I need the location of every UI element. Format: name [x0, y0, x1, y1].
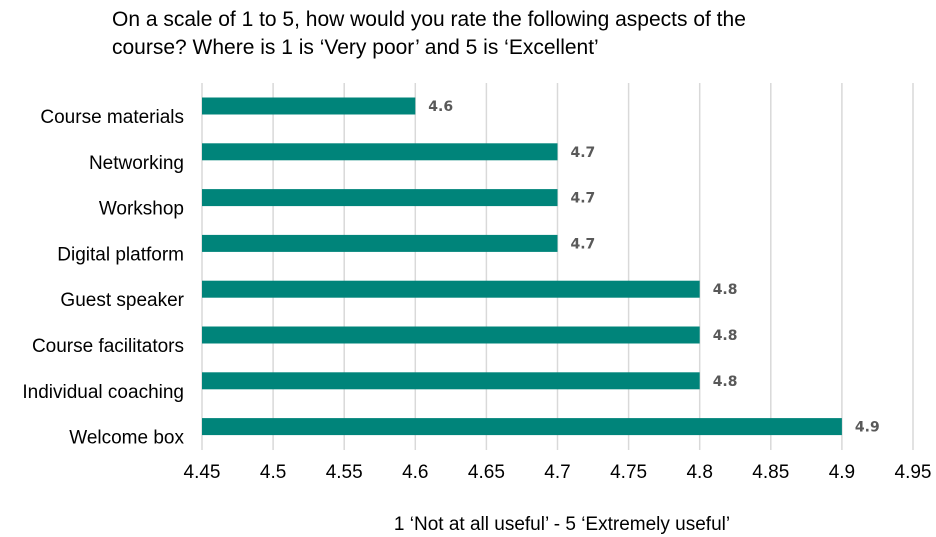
- data-label: 4.7: [571, 236, 596, 252]
- data-label: 4.8: [713, 328, 738, 344]
- data-label: 4.7: [571, 145, 596, 161]
- category-label: Guest speaker: [60, 290, 184, 311]
- category-label: Networking: [89, 153, 184, 174]
- x-tick-label: 4.5: [260, 462, 286, 483]
- x-tick-label: 4.8: [686, 462, 712, 483]
- category-label: Course facilitators: [32, 336, 184, 357]
- gridlines: [201, 83, 914, 450]
- bar: [202, 97, 416, 115]
- chart-title: On a scale of 1 to 5, how would you rate…: [112, 6, 892, 62]
- x-tick-label: 4.7: [544, 462, 570, 483]
- data-labels: 4.6 4.7 4.7 4.7 4.8 4.8 4.8 4.9: [428, 99, 879, 436]
- x-tick-label: 4.65: [468, 462, 505, 483]
- data-label: 4.9: [855, 420, 880, 436]
- category-labels: Course materials Networking Workshop Digita…: [22, 107, 184, 449]
- x-tick-label: 4.9: [829, 462, 855, 483]
- data-label: 4.7: [571, 191, 596, 207]
- x-axis-label: 1 ‘Not at all useful’ - 5 ‘Extremely use…: [394, 514, 730, 535]
- bar: [202, 372, 700, 390]
- bar: [202, 189, 558, 207]
- x-tick-label: 4.45: [184, 462, 221, 483]
- x-tick-label: 4.55: [326, 462, 363, 483]
- chart-title-line-2: course? Where is 1 is ‘Very poor’ and 5 …: [112, 36, 599, 59]
- bars: [202, 97, 842, 436]
- category-label: Individual coaching: [22, 382, 184, 403]
- bar: [202, 280, 700, 298]
- data-label: 4.6: [428, 99, 453, 115]
- bar: [202, 143, 558, 161]
- x-tick-label: 4.85: [752, 462, 789, 483]
- x-tick-labels: 4.45 4.5 4.55 4.6 4.65 4.7 4.75 4.8 4.85 4.9 4.95: [184, 462, 932, 483]
- chart-title-line-1: On a scale of 1 to 5, how would you rate…: [112, 8, 746, 31]
- data-label: 4.8: [713, 374, 738, 390]
- bar: [202, 418, 842, 436]
- category-label: Welcome box: [69, 428, 184, 449]
- x-tick-label: 4.75: [610, 462, 647, 483]
- category-label: Course materials: [40, 107, 184, 128]
- x-tick-label: 4.95: [895, 462, 932, 483]
- bar: [202, 234, 558, 252]
- category-label: Digital platform: [57, 244, 184, 265]
- category-label: Workshop: [99, 199, 184, 220]
- bar: [202, 326, 700, 344]
- data-label: 4.8: [713, 282, 738, 298]
- x-tick-label: 4.6: [402, 462, 428, 483]
